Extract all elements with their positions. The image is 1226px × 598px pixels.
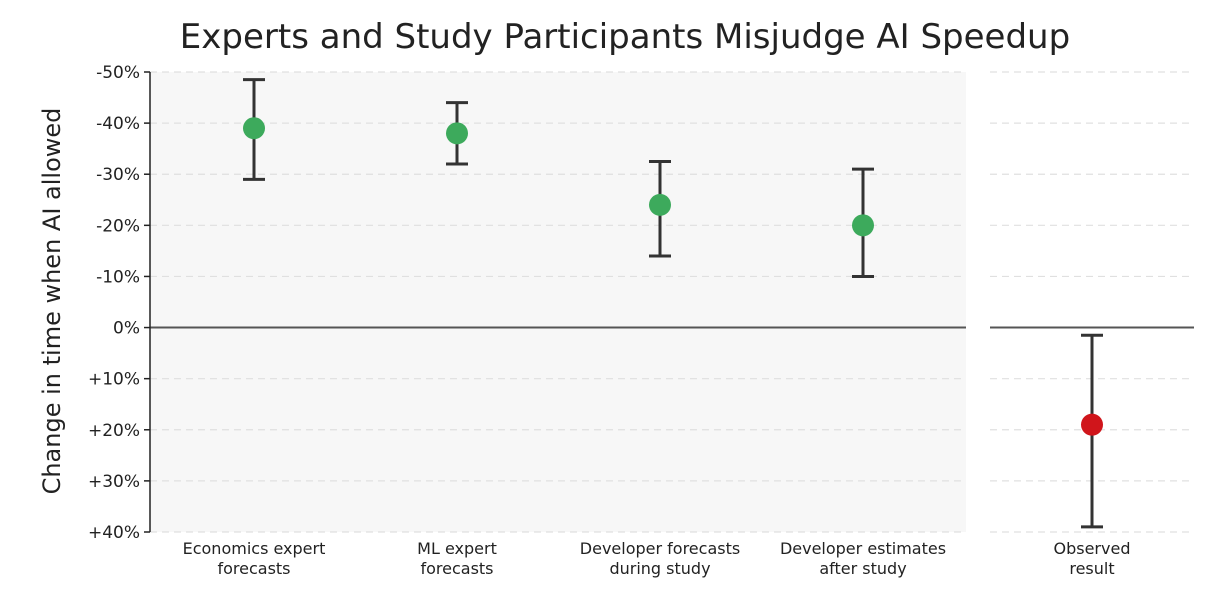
category-label-line: Economics expert (183, 539, 326, 558)
error-point-0-3 (852, 167, 874, 278)
category-label: Developer forecasts during study (580, 539, 740, 578)
y-axis: -50% -40% -30% -20% -10% 0% +10% +20% +30% +40% (88, 63, 151, 543)
category-label-line: Developer estimates (780, 539, 946, 558)
category-label-line: Observed (1054, 539, 1131, 558)
y-tick-label: -10% (96, 267, 140, 287)
y-tick-label: +30% (88, 472, 140, 492)
category-label: Economics expert forecasts (183, 539, 326, 578)
y-tick-label: -20% (96, 216, 140, 236)
data-point (446, 122, 468, 145)
y-tick-label: +20% (88, 421, 140, 441)
error-point-0-0 (243, 78, 265, 181)
y-tick-label: +40% (88, 523, 140, 543)
data-point (243, 117, 265, 140)
y-tick-label: -40% (96, 114, 140, 134)
category-label: ML expert forecasts (417, 539, 497, 578)
category-label-line: result (1069, 559, 1114, 578)
category-label-line: forecasts (420, 559, 493, 578)
category-label-line: after study (819, 559, 906, 578)
error-point-0-2 (649, 159, 671, 258)
y-tick-label: +10% (88, 370, 140, 390)
category-label: Developer estimates after study (780, 539, 946, 578)
chart-title: Experts and Study Participants Misjudge … (180, 17, 1070, 57)
category-label-line: during study (609, 559, 710, 578)
data-point (852, 214, 874, 237)
data-point (649, 193, 671, 216)
error-point-0-1 (446, 101, 468, 166)
data-marks (243, 78, 1103, 529)
y-tick-label: 0% (113, 319, 140, 339)
panel-background-forecasts (150, 72, 966, 532)
y-tick-label: -30% (96, 165, 140, 185)
error-point-1-0 (1081, 333, 1103, 529)
category-label-line: Developer forecasts (580, 539, 740, 558)
y-axis-label: Change in time when AI allowed (38, 108, 66, 495)
category-label-line: ML expert (417, 539, 497, 558)
category-label-line: forecasts (217, 559, 290, 578)
gridlines (150, 71, 1194, 533)
data-point (1081, 413, 1103, 436)
panel-backgrounds (150, 72, 1194, 532)
category-label: Observed result (1054, 539, 1131, 578)
y-tick-label: -50% (96, 63, 140, 83)
